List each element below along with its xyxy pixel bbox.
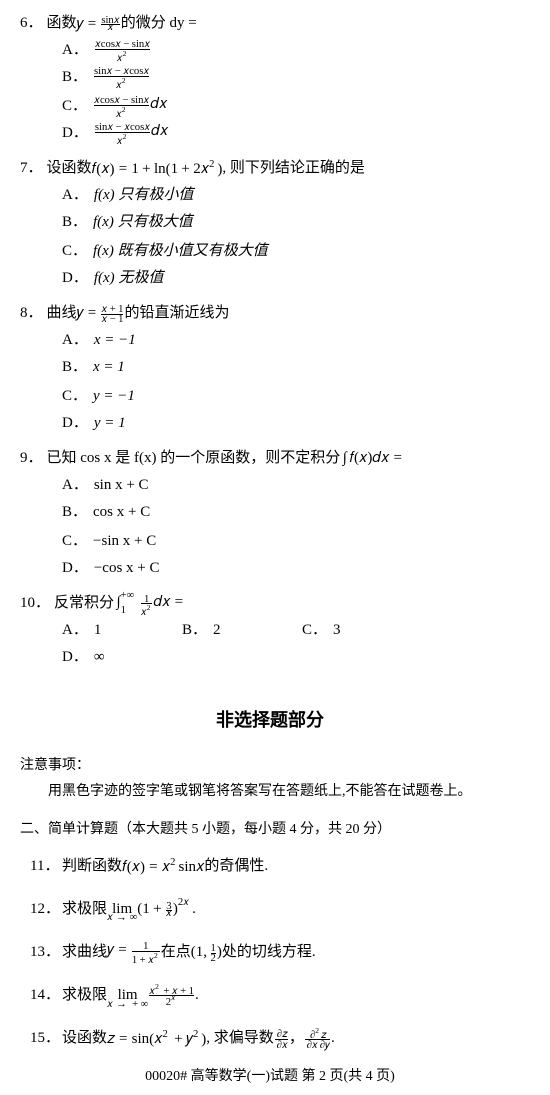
question-14: 14． 求极限 limx→+∞x2+x+12x . (20, 979, 520, 1012)
note-title: 注意事项： (20, 754, 520, 774)
exam-page: 6． 函数 y=sinxx 的微分 dy = A． xcosx−sinxx2 B… (0, 0, 550, 1095)
q10-number: 10． (20, 590, 50, 617)
q8-option-d: D．y = 1 (62, 410, 292, 437)
question-11: 11． 判断函数 f(x)=x2sinx 的奇偶性. (20, 850, 520, 883)
q7-number: 7． (20, 155, 43, 182)
note-body: 用黑色字迹的签字笔或钢笔将答案写在答题纸上,不能答在试题卷上。 (20, 780, 520, 800)
q7-formula: f(x)=1+ln(1+2x2) (92, 160, 223, 178)
q8-option-a: A．x = −1 (62, 327, 292, 354)
q14-formula: limx→+∞x2+x+12x (107, 983, 195, 1007)
question-7: 7． 设函数 f(x)=1+ln(1+2x2) , 则下列结论正确的是 A．f(… (20, 155, 520, 292)
q13-formula-1: y=11+x2 (107, 942, 161, 962)
section-2-title: 非选择题部分 (20, 706, 520, 732)
q6-number: 6． (20, 10, 43, 37)
q11-formula: f(x)=x2sinx (122, 858, 204, 876)
page-footer: 00020# 高等数学(一)试题 第 2 页(共 4 页) (20, 1065, 520, 1085)
q7-option-b: B．f(x) 只有极大值 (62, 209, 292, 236)
q7-option-a: A．f(x) 只有极小值 (62, 182, 292, 209)
subsection-2: 二、简单计算题（本大题共 5 小题，每小题 4 分，共 20 分） (20, 818, 520, 838)
question-15: 15． 设函数 z=sin(x2+y2) , 求偏导数 ∂z∂x ， ∂2z∂x… (20, 1022, 520, 1055)
q8-option-c: C．y = −1 (62, 383, 292, 410)
q15-formula-2: ∂z∂x (274, 1029, 289, 1047)
q10-option-d: D．∞ (62, 644, 172, 671)
q8-number: 8． (20, 300, 43, 327)
q7-option-d: D．f(x) 无极值 (62, 265, 292, 292)
question-9: 9． 已知 cos x 是 f(x) 的一个原函数，则不定积分 ∫f(x)dx=… (20, 445, 520, 582)
question-10: 10． 反常积分 ∫1+∞1x2dx= A．1 B．2 C．3 D．∞ (20, 590, 520, 671)
q6-option-b: B． sinx−xcosxx2 (62, 64, 292, 91)
q10-option-a: A．1 (62, 617, 172, 644)
q12-formula: limx→∞(1+3x)2x (107, 898, 192, 921)
q9-number: 9． (20, 445, 43, 472)
question-8: 8． 曲线 y=x+1x−1 的铅直渐近线为 A．x = −1 B．x = 1 … (20, 300, 520, 437)
q8-option-b: B．x = 1 (62, 354, 292, 381)
q6-option-c: C． xcosx−sinxx2dx (62, 93, 292, 120)
q6-option-d: D． sinx−xcosxx2dx (62, 120, 292, 147)
q13-formula-2: (1,12) (191, 944, 222, 960)
q6-stem-post: 的微分 dy = (121, 10, 197, 37)
q10-option-c: C．3 (302, 617, 412, 644)
q8-formula: y=x+1x−1 (77, 305, 125, 321)
q9-formula: ∫f(x)dx= (340, 451, 406, 466)
q15-formula-1: z=sin(x2+y2) (107, 1030, 206, 1048)
q9-option-b: B．cos x + C (62, 499, 292, 526)
q6-stem-pre: 函数 (47, 10, 77, 37)
q10-formula: ∫1+∞1x2dx= (114, 592, 187, 614)
q9-option-d: D．−cos x + C (62, 555, 292, 582)
q9-option-c: C．−sin x + C (62, 528, 292, 555)
q7-option-c: C．f(x) 既有极小值又有极大值 (62, 238, 292, 265)
q6-option-a: A． xcosx−sinxx2 (62, 37, 292, 64)
q15-formula-3: ∂2z∂x∂y (304, 1027, 331, 1051)
q6-formula: y=sinxx (77, 16, 121, 31)
question-12: 12． 求极限 limx→∞(1+3x)2x . (20, 893, 520, 926)
question-6: 6． 函数 y=sinxx 的微分 dy = A． xcosx−sinxx2 B… (20, 10, 520, 147)
q9-option-a: A．sin x + C (62, 472, 292, 499)
q10-option-b: B．2 (182, 617, 292, 644)
question-13: 13． 求曲线 y=11+x2 在点 (1,12) 处的切线方程. (20, 936, 520, 969)
